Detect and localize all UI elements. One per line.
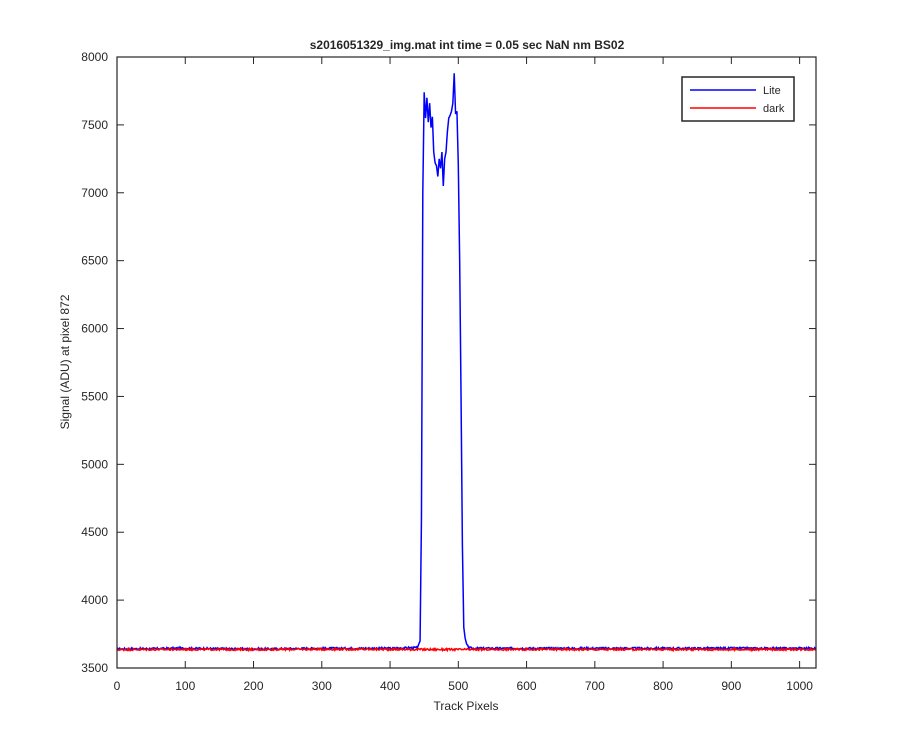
legend: Lite dark bbox=[681, 76, 795, 122]
x-tick-label: 700 bbox=[585, 679, 605, 693]
chart-title: s2016051329_img.mat int time = 0.05 sec … bbox=[310, 38, 625, 52]
series-line-lite bbox=[117, 73, 816, 652]
x-tick-label: 500 bbox=[448, 679, 468, 693]
x-tick-label: 600 bbox=[517, 679, 537, 693]
y-tick-label: 4500 bbox=[81, 525, 108, 539]
x-tick-label: 300 bbox=[312, 679, 332, 693]
x-tick-label: 900 bbox=[721, 679, 741, 693]
y-tick-label: 3500 bbox=[81, 661, 108, 675]
x-tick-label: 1000 bbox=[786, 679, 813, 693]
y-tick-label: 7500 bbox=[81, 118, 108, 132]
x-tick-label: 200 bbox=[244, 679, 264, 693]
x-tick-label: 800 bbox=[653, 679, 673, 693]
y-axis-label: Signal (ADU) at pixel 872 bbox=[58, 294, 72, 429]
series-group bbox=[117, 73, 816, 653]
legend-box bbox=[681, 76, 795, 122]
y-tick-label: 6000 bbox=[81, 322, 108, 336]
x-tick-label: 100 bbox=[175, 679, 195, 693]
y-tick-label: 4000 bbox=[81, 593, 108, 607]
plot-area bbox=[117, 57, 816, 668]
y-tick-label: 5500 bbox=[81, 389, 108, 403]
x-axis-label: Track Pixels bbox=[434, 699, 499, 713]
legend-label-dark: dark bbox=[763, 103, 785, 115]
legend-label-lite: Lite bbox=[763, 85, 781, 97]
y-tick-label: 6500 bbox=[81, 254, 108, 268]
series-line-dark bbox=[117, 646, 816, 653]
axes-box bbox=[116, 56, 817, 669]
axes-group: 0 100 200 300 400 500 600 700 800 900 1000 3500 4000… bbox=[81, 50, 817, 693]
y-tick-label: 7000 bbox=[81, 186, 108, 200]
x-tick-label: 400 bbox=[380, 679, 400, 693]
y-tick-label: 5000 bbox=[81, 457, 108, 471]
x-tick-label: 0 bbox=[114, 679, 121, 693]
y-tick-label: 8000 bbox=[81, 50, 108, 64]
